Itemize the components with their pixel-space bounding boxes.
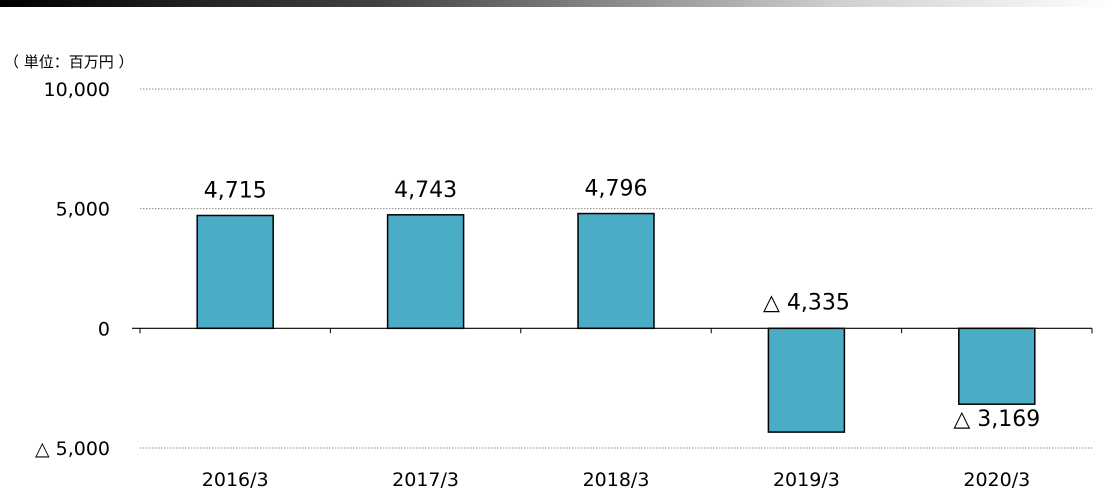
bar-2019/3 — [767, 327, 846, 433]
bar-2017/3 — [386, 214, 465, 330]
x-axis-ticks: 2016/3 2017/3 2018/3 2019/3 2020/3 — [202, 469, 1030, 491]
data-label: 4,796 — [585, 177, 648, 202]
x-tick-label: 2020/3 — [963, 469, 1030, 491]
x-tick-label: 2018/3 — [583, 469, 650, 491]
bars — [196, 212, 1036, 433]
y-tick-label: 5,000 — [56, 199, 110, 221]
data-label: △ 3,169 — [953, 407, 1040, 432]
x-axis — [132, 327, 1093, 334]
y-axis-ticks: 10,000 5,000 0 △ 5,000 — [35, 79, 110, 460]
x-tick-label: 2016/3 — [202, 469, 269, 491]
bar-2020/3 — [958, 327, 1036, 405]
data-labels: 4,715 4,743 4,796 △ 4,335 △ 3,169 — [204, 177, 1041, 433]
data-label: 4,743 — [394, 178, 457, 203]
top-gradient-bar — [0, 0, 1114, 7]
y-tick-label: 10,000 — [44, 79, 110, 101]
data-label: △ 4,335 — [763, 290, 850, 315]
y-tick-label: △ 5,000 — [35, 438, 110, 460]
data-label: 4,715 — [204, 178, 267, 203]
x-tick-label: 2019/3 — [773, 469, 840, 491]
unit-label: （ 単位：百万円 ） — [4, 53, 134, 71]
bar-2016/3 — [196, 214, 274, 330]
x-tick-label: 2017/3 — [392, 469, 459, 491]
grid-lines — [140, 88, 1092, 449]
bar-2018/3 — [577, 212, 655, 330]
y-tick-label: 0 — [98, 318, 110, 340]
